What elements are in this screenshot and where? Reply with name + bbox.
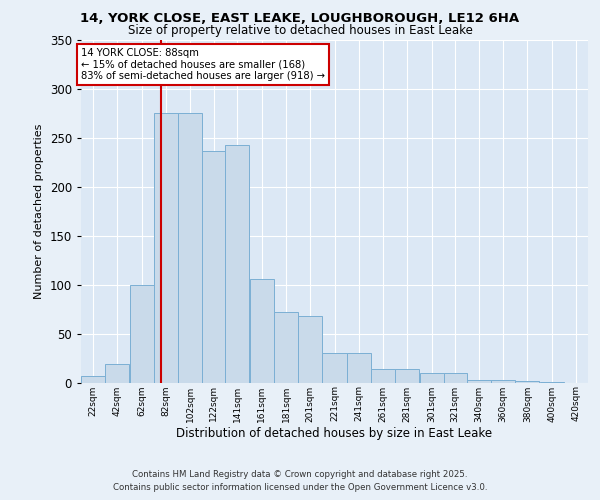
Bar bbox=[395, 369, 419, 382]
Y-axis label: Number of detached properties: Number of detached properties bbox=[34, 124, 44, 299]
Bar bbox=[322, 353, 347, 382]
Bar bbox=[226, 144, 250, 382]
X-axis label: Distribution of detached houses by size in East Leake: Distribution of detached houses by size … bbox=[176, 427, 493, 440]
Bar bbox=[298, 316, 322, 382]
Bar bbox=[491, 380, 515, 382]
Bar bbox=[371, 369, 395, 382]
Bar bbox=[178, 114, 202, 382]
Text: 14 YORK CLOSE: 88sqm
← 15% of detached houses are smaller (168)
83% of semi-deta: 14 YORK CLOSE: 88sqm ← 15% of detached h… bbox=[81, 48, 325, 81]
Bar bbox=[515, 380, 539, 382]
Text: Contains public sector information licensed under the Open Government Licence v3: Contains public sector information licen… bbox=[113, 484, 487, 492]
Bar bbox=[444, 372, 467, 382]
Bar bbox=[467, 380, 491, 382]
Bar bbox=[154, 114, 178, 382]
Bar bbox=[419, 372, 443, 382]
Bar bbox=[130, 284, 154, 382]
Bar bbox=[81, 376, 105, 382]
Bar bbox=[250, 279, 274, 382]
Bar bbox=[202, 150, 225, 382]
Bar bbox=[106, 364, 130, 382]
Bar bbox=[347, 353, 371, 382]
Text: Size of property relative to detached houses in East Leake: Size of property relative to detached ho… bbox=[128, 24, 472, 37]
Text: 14, YORK CLOSE, EAST LEAKE, LOUGHBOROUGH, LE12 6HA: 14, YORK CLOSE, EAST LEAKE, LOUGHBOROUGH… bbox=[80, 12, 520, 26]
Bar bbox=[274, 312, 298, 382]
Text: Contains HM Land Registry data © Crown copyright and database right 2025.: Contains HM Land Registry data © Crown c… bbox=[132, 470, 468, 479]
